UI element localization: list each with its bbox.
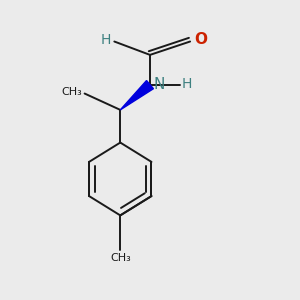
Text: H: H (181, 77, 192, 91)
Text: O: O (195, 32, 208, 46)
Text: H: H (101, 33, 111, 47)
Polygon shape (120, 80, 154, 110)
Text: CH₃: CH₃ (110, 253, 131, 262)
Text: N: N (154, 76, 165, 92)
Text: CH₃: CH₃ (61, 87, 82, 97)
